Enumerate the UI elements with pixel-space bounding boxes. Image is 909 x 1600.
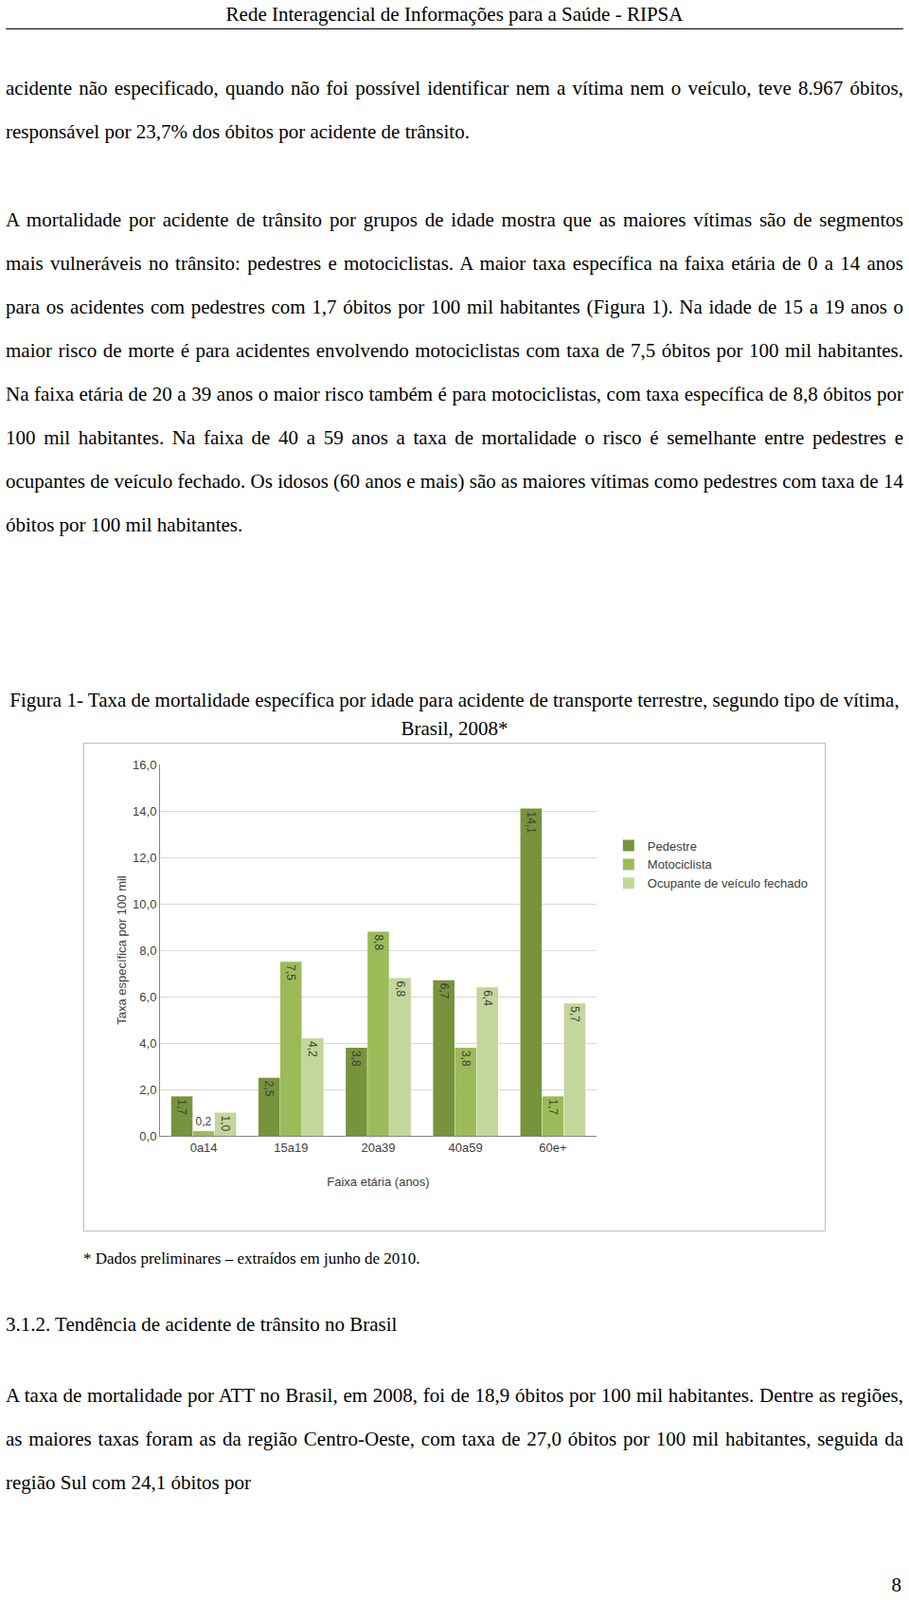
svg-text:1,7: 1,7	[175, 1098, 189, 1115]
html-text:Figura 1- Taxa de mortalidade: Figura 1- Taxa de mortalidade específica…	[9, 688, 900, 740]
svg-text:5,7: 5,7	[568, 1005, 582, 1022]
html-text:A mortalidade por acidente de: A mortalidade por acidente de trânsito p…	[5, 208, 904, 536]
svg-text:14,0: 14,0	[132, 803, 157, 819]
svg-text:4,2: 4,2	[305, 1040, 320, 1057]
svg-text:6,4: 6,4	[481, 989, 495, 1006]
svg-text:12,0: 12,0	[132, 850, 157, 865]
svg-text:0,2: 0,2	[196, 1114, 213, 1128]
svg-text:1,0: 1,0	[218, 1115, 232, 1132]
html-text:* Dados preliminares – extraíd: * Dados preliminares – extraídos em junh…	[83, 1248, 420, 1267]
svg-text:15a19: 15a19	[273, 1140, 308, 1155]
svg-text:16,0: 16,0	[132, 757, 157, 772]
svg-text:60e+: 60e+	[538, 1140, 567, 1155]
html-text:3.1.2. Tendência de acidente d: 3.1.2. Tendência de acidente de trânsito…	[5, 1312, 398, 1336]
html-text:A taxa de mortalidade por ATT: A taxa de mortalidade por ATT no Brasil,…	[5, 1383, 904, 1494]
svg-text:3,8: 3,8	[459, 1050, 473, 1067]
svg-text:Faixa etária (anos): Faixa etária (anos)	[326, 1174, 429, 1189]
svg-text:0a14: 0a14	[190, 1140, 218, 1155]
svg-text:8,8: 8,8	[372, 933, 386, 950]
svg-text:1,7: 1,7	[546, 1098, 560, 1115]
html-text:8: 8	[891, 1572, 902, 1596]
svg-text:4,0: 4,0	[139, 1035, 157, 1051]
svg-text:Motociclista: Motociclista	[647, 856, 713, 872]
svg-text:14,1: 14,1	[524, 811, 538, 835]
svg-text:2,5: 2,5	[262, 1080, 276, 1097]
svg-text:40a59: 40a59	[448, 1140, 483, 1155]
svg-text:0,0: 0,0	[139, 1128, 157, 1143]
svg-text:3,8: 3,8	[349, 1050, 363, 1067]
svg-text:20a39: 20a39	[360, 1140, 395, 1155]
svg-text:2,0: 2,0	[139, 1082, 157, 1097]
svg-text:Taxa específica por 100 mil: Taxa específica por 100 mil	[114, 874, 129, 1025]
svg-text:8,0: 8,0	[139, 943, 157, 958]
svg-text:10,0: 10,0	[132, 896, 157, 911]
svg-text:6,0: 6,0	[139, 989, 157, 1004]
svg-text:Pedestre: Pedestre	[647, 838, 697, 854]
svg-text:7,5: 7,5	[284, 963, 298, 981]
html-text:Rede Interagencial de Informaç: Rede Interagencial de Informações para a…	[225, 2, 684, 26]
svg-text:6,7: 6,7	[437, 982, 451, 999]
html-text:acidente não especificado, qua: acidente não especificado, quando não fo…	[5, 76, 904, 143]
svg-text:6,8: 6,8	[393, 980, 408, 997]
svg-text:Ocupante de veículo fechado: Ocupante de veículo fechado	[647, 875, 808, 891]
